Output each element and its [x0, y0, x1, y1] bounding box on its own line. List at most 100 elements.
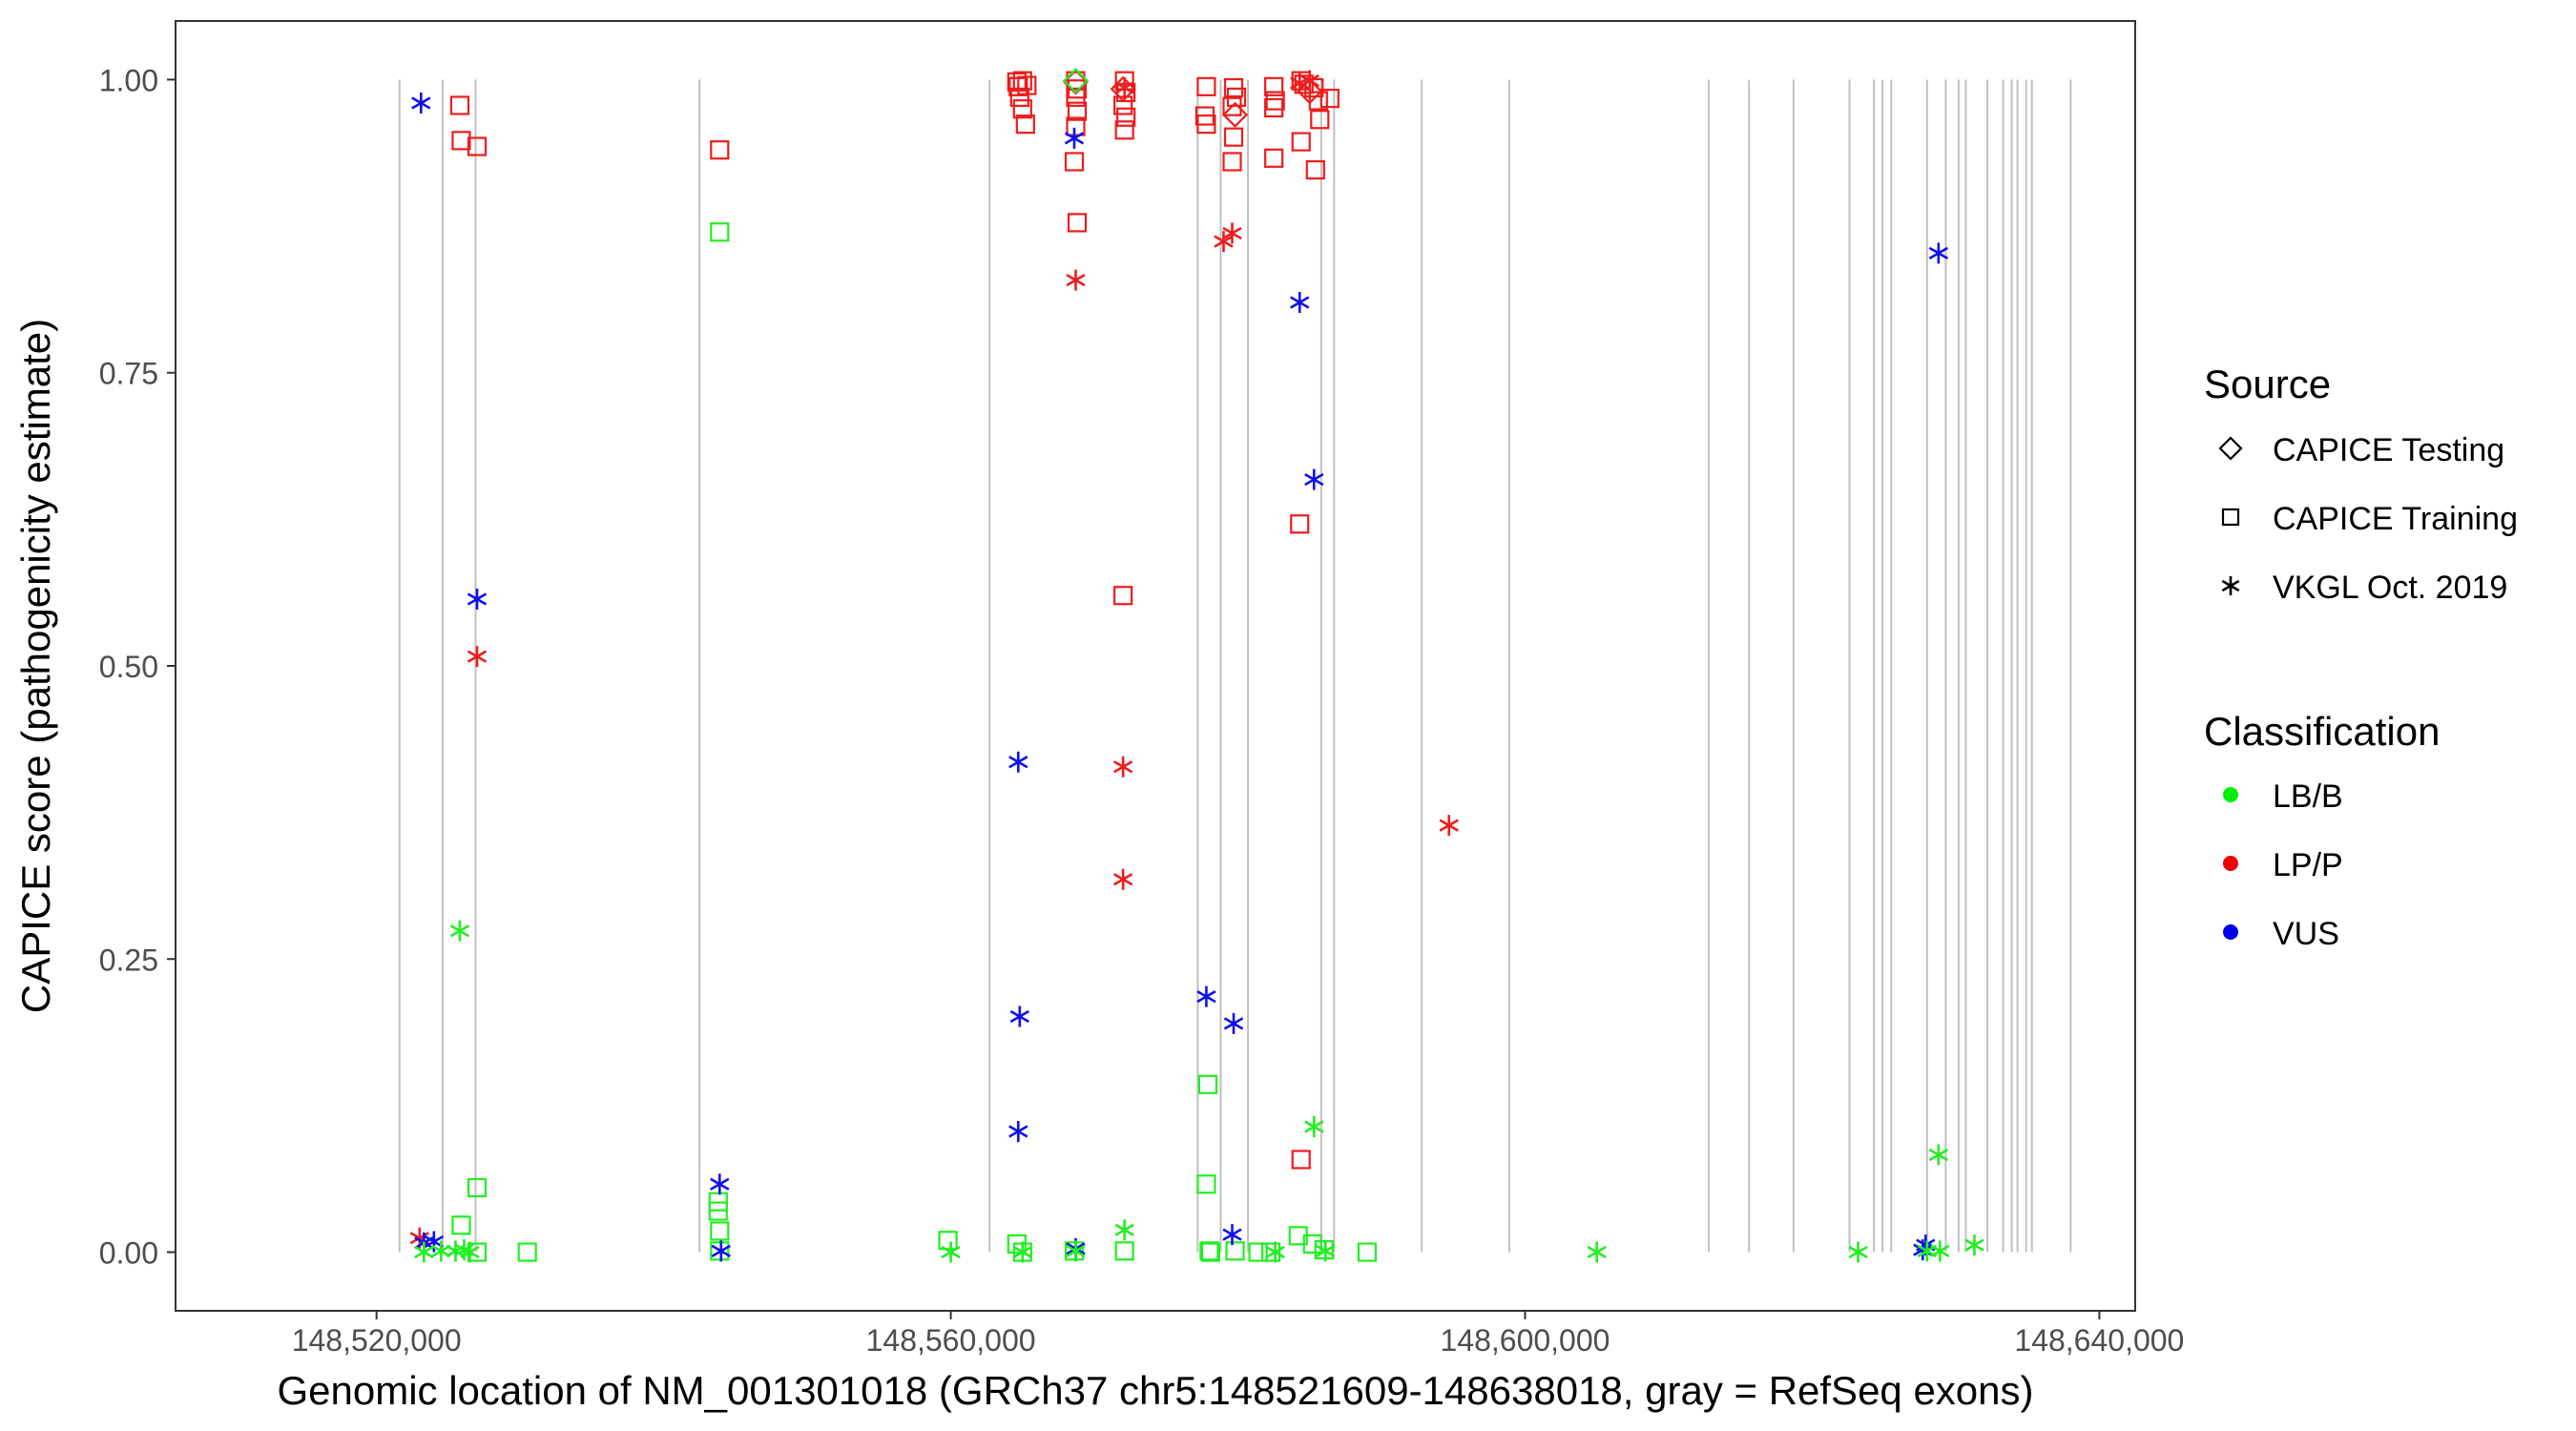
data-point — [1200, 1242, 1221, 1262]
legend-source-label: VKGL Oct. 2019 — [2273, 570, 2507, 606]
data-point — [1221, 101, 1249, 128]
data-point — [1248, 1242, 1268, 1262]
data-point — [517, 1242, 537, 1262]
data-point — [1113, 95, 1133, 115]
data-point — [467, 1177, 488, 1198]
data-point — [1064, 152, 1085, 172]
data-point — [1314, 1239, 1334, 1260]
data-point — [1308, 91, 1328, 111]
data-point — [1316, 1240, 1336, 1262]
data-point — [1066, 87, 1086, 107]
data-point — [1112, 756, 1133, 778]
y-tick-label: 0.00 — [99, 1236, 158, 1271]
data-point — [1009, 1006, 1029, 1027]
data-point — [1062, 68, 1090, 94]
data-point — [1199, 1241, 1219, 1261]
data-point — [1196, 985, 1216, 1007]
x-tick-label: 148,520,000 — [292, 1323, 462, 1358]
data-point — [1114, 77, 1134, 99]
data-point — [1304, 1116, 1324, 1138]
y-tick-label: 0.25 — [99, 943, 158, 977]
data-point — [1114, 120, 1134, 140]
data-point — [1012, 99, 1032, 119]
legend-source-item: VKGL Oct. 2019 — [2221, 570, 2507, 606]
data-point — [1064, 1241, 1085, 1261]
data-points — [409, 68, 1984, 1263]
data-point — [1223, 1012, 1244, 1034]
data-point — [1008, 1120, 1028, 1142]
legend-source-label: CAPICE Training — [2273, 501, 2518, 537]
data-point — [1319, 89, 1340, 109]
data-point — [1928, 1144, 1949, 1166]
data-point — [1067, 101, 1088, 121]
data-point — [460, 1241, 480, 1263]
data-point — [1222, 222, 1242, 244]
data-point — [1196, 1174, 1216, 1194]
data-point — [1113, 586, 1133, 606]
data-point — [1964, 1234, 1984, 1256]
data-point — [1930, 1240, 1950, 1262]
data-point — [467, 588, 488, 610]
data-point — [1290, 291, 1310, 313]
legend-dot-icon — [2223, 856, 2238, 871]
legend-source-title: Source — [2204, 362, 2331, 406]
y-axis-label: CAPICE score (pathogenicity estimate) — [13, 319, 58, 1013]
data-point — [1066, 269, 1086, 291]
data-point — [451, 1215, 471, 1235]
data-point — [1265, 91, 1285, 111]
legend-class-item: LP/P — [2223, 847, 2343, 883]
data-point — [467, 136, 488, 156]
legend-source-items: CAPICE Testing CAPICE Training VKGL Oct. 2… — [2218, 432, 2518, 606]
data-point — [1264, 97, 1284, 118]
data-point — [1299, 70, 1319, 92]
y-tick-label: 0.75 — [99, 357, 158, 391]
x-tick-label: 148,640,000 — [2014, 1323, 2184, 1358]
data-point — [710, 140, 730, 160]
data-point — [711, 1240, 731, 1262]
data-point — [1587, 1241, 1607, 1263]
data-point — [1848, 1241, 1868, 1263]
data-point — [1007, 72, 1027, 93]
data-point — [1290, 514, 1310, 534]
data-point — [1264, 76, 1284, 96]
data-point — [1012, 1241, 1032, 1263]
x-axis: 148,520,000 148,560,000 148,600,000 148,640… — [292, 1311, 2184, 1358]
data-point — [1223, 127, 1244, 147]
data-point — [1357, 1242, 1378, 1262]
data-point — [1066, 116, 1086, 136]
x-axis-label: Genomic location of NM_001301018 (GRCh37… — [277, 1368, 2033, 1413]
data-point — [1302, 1234, 1322, 1255]
data-point — [1196, 114, 1216, 135]
data-point — [1261, 1242, 1281, 1262]
data-point — [1009, 87, 1029, 107]
legend-class-label: LB/B — [2273, 778, 2343, 815]
data-point — [1114, 1241, 1134, 1261]
y-axis: 0.00 0.25 0.50 0.75 1.00 — [99, 63, 176, 1271]
y-tick-label: 1.00 — [99, 63, 158, 97]
data-point — [1291, 132, 1311, 152]
data-point — [449, 920, 470, 942]
data-point — [1112, 868, 1133, 890]
legend-dot-icon — [2223, 787, 2238, 802]
data-point — [451, 131, 471, 151]
panel-background — [176, 21, 2135, 1311]
data-point — [414, 1241, 434, 1263]
plot-panel — [175, 20, 2136, 1312]
legend-source-item: CAPICE Testing — [2218, 432, 2504, 468]
data-point — [1222, 96, 1242, 116]
data-point — [1310, 110, 1330, 130]
data-point — [941, 1241, 961, 1263]
data-point — [938, 1231, 958, 1251]
data-point — [710, 1221, 730, 1241]
data-point — [1015, 114, 1035, 135]
data-point — [1008, 751, 1028, 773]
legend-class-item: VUS — [2223, 916, 2339, 952]
data-point — [449, 95, 470, 115]
data-point — [1017, 75, 1037, 95]
legend-class-label: LP/P — [2273, 847, 2343, 883]
data-point — [710, 1241, 730, 1261]
x-tick-label: 148,600,000 — [1440, 1323, 1610, 1358]
legend-classification-title: Classification — [2204, 709, 2440, 754]
data-point — [1439, 815, 1459, 837]
